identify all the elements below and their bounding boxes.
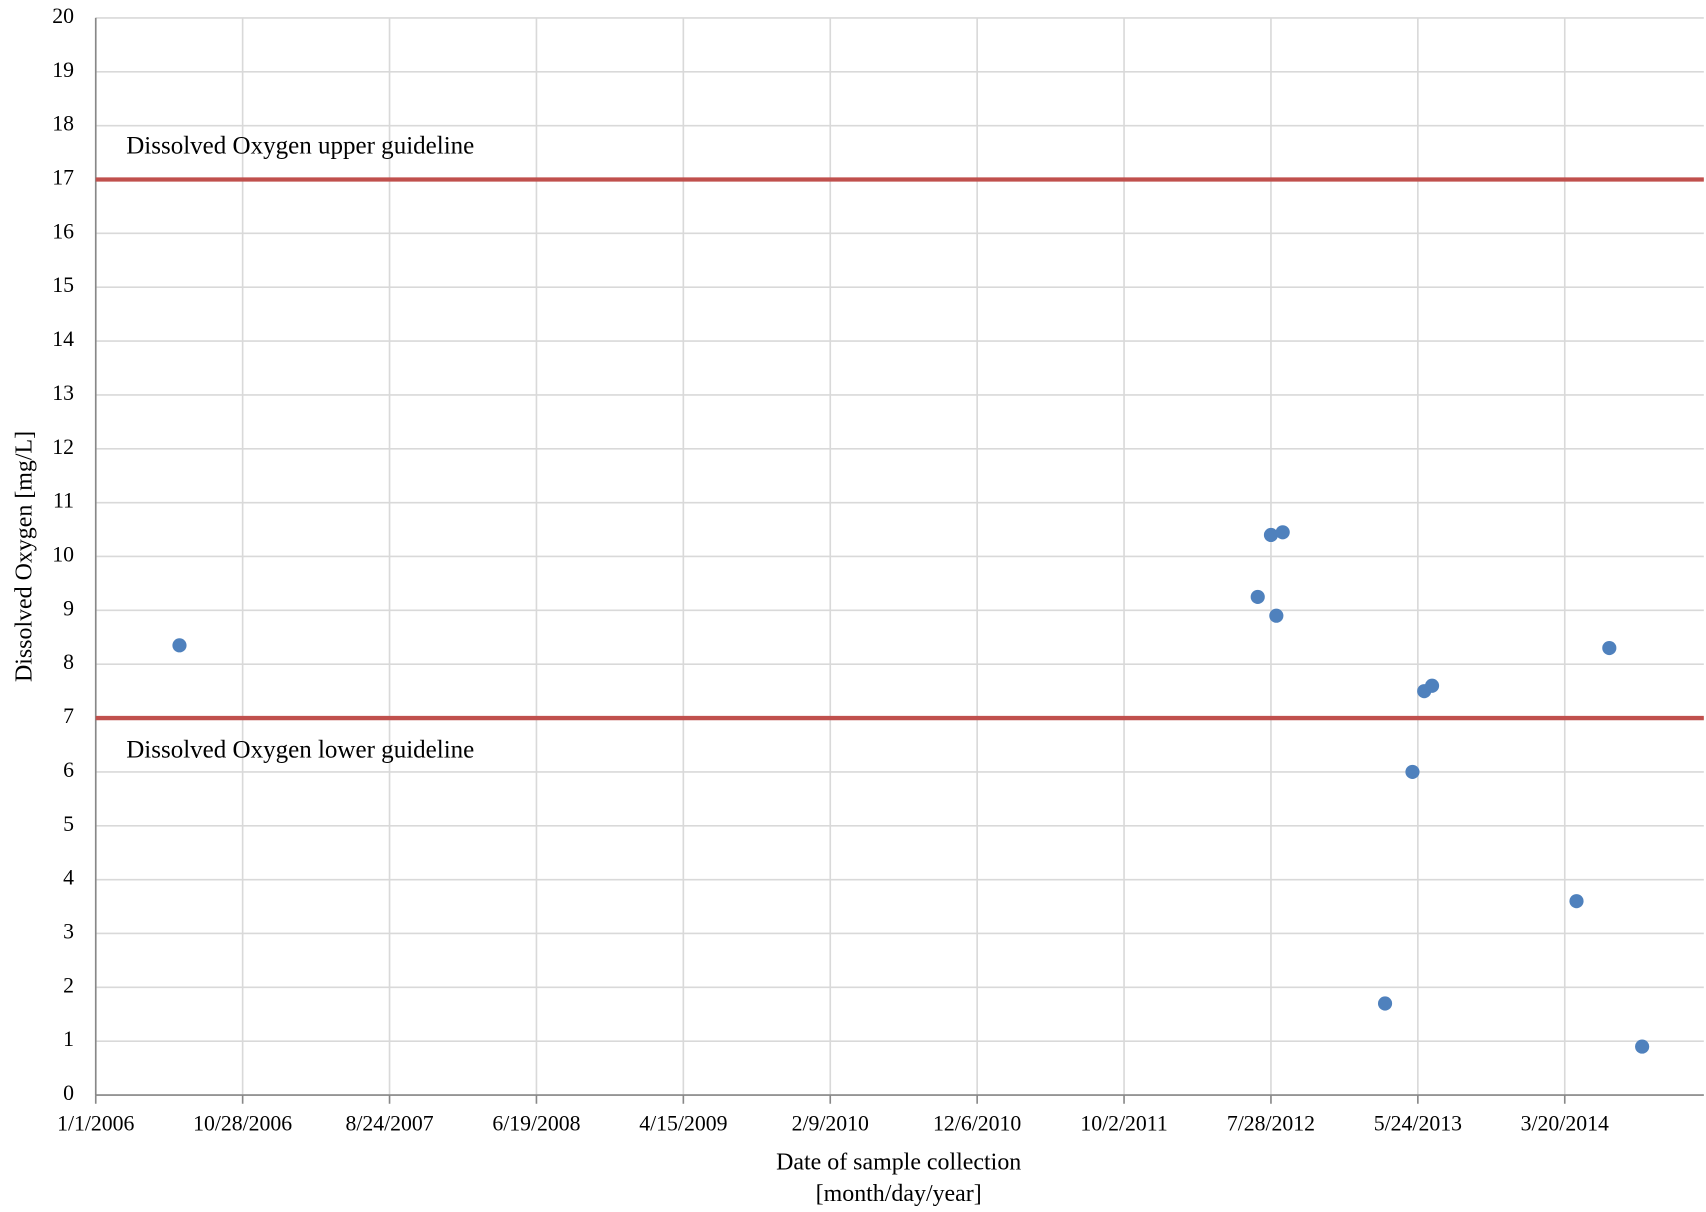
- x-tick-label: 7/28/2012: [1227, 1112, 1315, 1136]
- x-tick-label: 6/19/2008: [492, 1112, 580, 1136]
- y-tick-label: 11: [53, 489, 74, 513]
- y-tick-label: 19: [52, 58, 74, 82]
- y-tick-label: 13: [52, 381, 74, 405]
- y-tick-label: 9: [63, 596, 74, 620]
- guideline-label: Dissolved Oxygen upper guideline: [126, 133, 474, 160]
- point: [1250, 589, 1265, 604]
- x-tick-label: 10/2/2011: [1080, 1112, 1167, 1136]
- x-axis-title-line: Date of sample collection: [776, 1150, 1021, 1176]
- y-tick-label: 7: [63, 704, 74, 728]
- point: [1405, 764, 1420, 779]
- x-tick-label: 10/28/2006: [193, 1112, 292, 1136]
- y-tick-label: 3: [63, 919, 74, 943]
- y-tick-label: 0: [63, 1081, 74, 1105]
- x-tick-label: 2/9/2010: [792, 1112, 869, 1136]
- y-tick-label: 16: [52, 219, 74, 243]
- x-tick-label: 12/6/2010: [933, 1112, 1021, 1136]
- y-tick-label: 8: [63, 650, 74, 674]
- point: [1569, 894, 1584, 909]
- y-tick-label: 14: [52, 327, 74, 351]
- y-axis-title: Dissolved Oxygen [mg/L]: [12, 431, 38, 682]
- y-tick-label: 12: [52, 435, 74, 459]
- y-tick-label: 1: [63, 1027, 74, 1051]
- point: [1263, 527, 1279, 543]
- x-tick-label: 1/1/2006: [57, 1112, 134, 1136]
- point: [1275, 525, 1290, 540]
- y-tick-label: 4: [63, 866, 74, 890]
- x-tick-label: 3/20/2014: [1521, 1112, 1609, 1136]
- y-tick-label: 17: [52, 166, 74, 190]
- x-axis-title-line: [month/day/year]: [816, 1182, 982, 1208]
- point: [1635, 1039, 1650, 1054]
- y-tick-label: 5: [63, 812, 74, 836]
- y-tick-label: 2: [63, 973, 74, 997]
- x-axis-title: Date of sample collection [month/day/year…: [776, 1150, 1021, 1208]
- y-tick-label: 15: [52, 273, 74, 297]
- y-tick-label: 6: [63, 758, 74, 782]
- point: [1377, 996, 1393, 1011]
- y-tick-label: 10: [52, 542, 74, 566]
- point: [1269, 608, 1284, 623]
- y-tick-label: 18: [52, 112, 74, 136]
- point: [1602, 640, 1617, 656]
- guideline-label: Dissolved Oxygen lower guideline: [126, 737, 474, 764]
- x-tick-label: 8/24/2007: [345, 1112, 433, 1136]
- x-tick-label: 5/24/2013: [1374, 1112, 1462, 1136]
- x-tick-label: 4/15/2009: [639, 1112, 727, 1136]
- point: [172, 638, 187, 653]
- y-tick-label: 20: [52, 4, 74, 28]
- point: [1424, 678, 1440, 693]
